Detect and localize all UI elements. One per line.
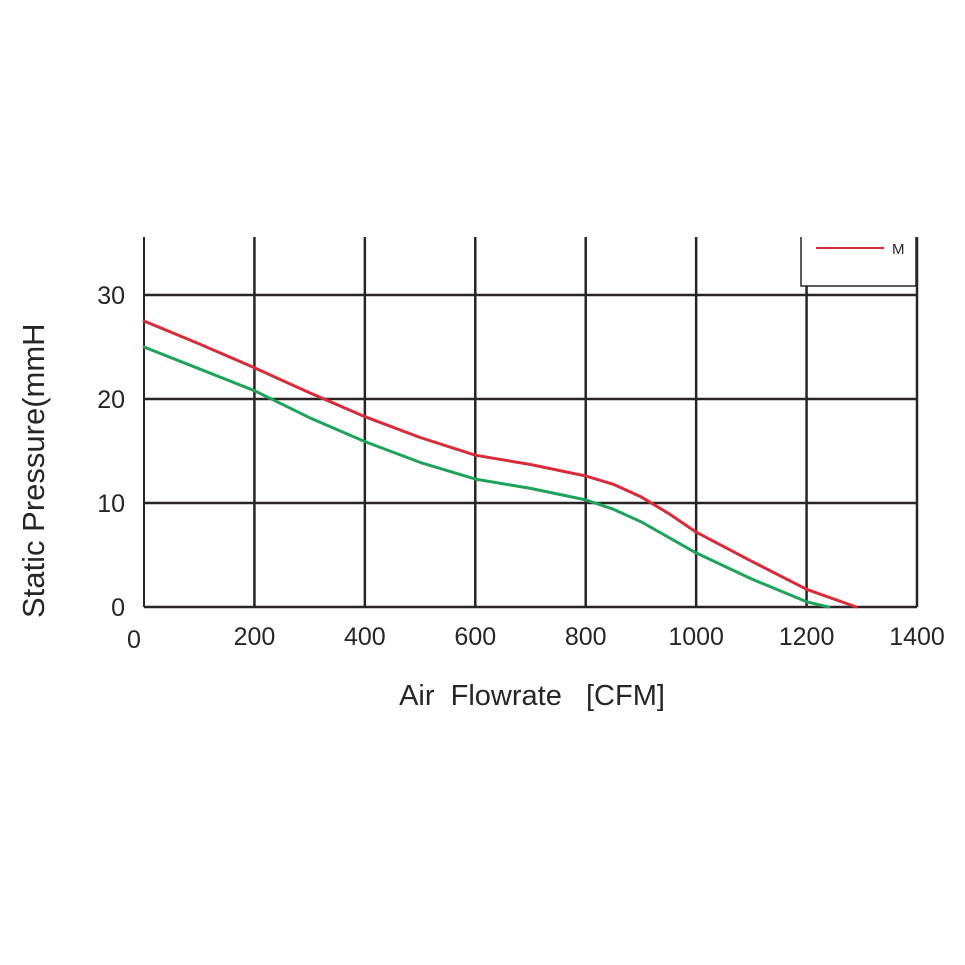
x-tick-label: 400 xyxy=(344,623,386,651)
top-mask xyxy=(0,0,965,237)
x-tick-label: 200 xyxy=(234,623,276,651)
x-tick-label: 1200 xyxy=(779,623,835,651)
x-tick-label: 0 xyxy=(127,626,141,654)
tick-labels: 0 200 400 600 800 1000 1200 1400 0 10 20 30 xyxy=(97,282,945,654)
grid-lines xyxy=(143,233,919,609)
series-line-green xyxy=(142,345,831,609)
y-tick-label: 20 xyxy=(97,386,125,414)
x-tick-label: 1000 xyxy=(668,623,724,651)
y-tick-label: 10 xyxy=(97,490,125,518)
x-tick-label: 1400 xyxy=(889,623,945,651)
x-tick-label: 800 xyxy=(565,623,607,651)
series-lines xyxy=(142,319,858,609)
legend-label-m: M xyxy=(892,241,905,258)
x-axis-label: Air Flowrate [CFM] xyxy=(399,680,665,712)
x-tick-label: 600 xyxy=(454,623,496,651)
y-tick-label: 30 xyxy=(97,282,125,310)
series-line-red xyxy=(142,319,858,609)
y-axis-label: Static Pressure(mmH xyxy=(16,323,51,618)
y-tick-label: 0 xyxy=(111,594,125,622)
